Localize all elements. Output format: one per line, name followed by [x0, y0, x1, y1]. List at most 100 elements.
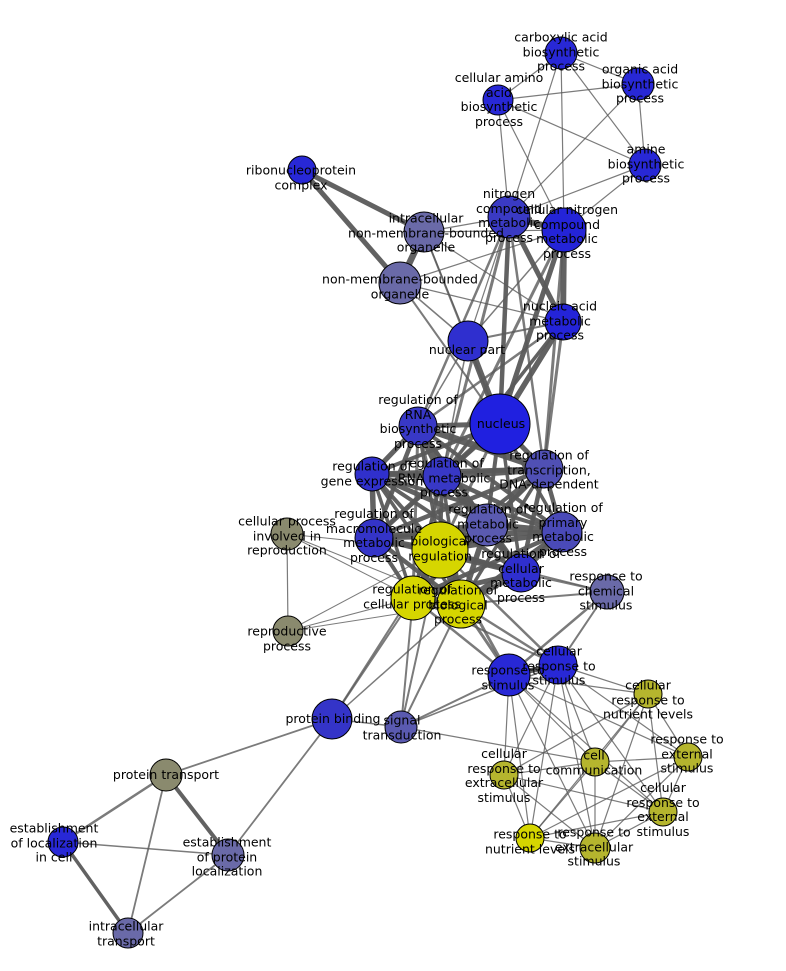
graph-node[interactable] [487, 195, 531, 239]
graph-node[interactable] [515, 823, 545, 853]
graph-node[interactable] [354, 518, 394, 558]
graph-node[interactable] [149, 758, 183, 792]
graph-edge [508, 674, 649, 695]
graph-node[interactable] [648, 797, 678, 827]
graph-edge [529, 811, 664, 839]
graph-node[interactable] [403, 211, 445, 253]
graph-edge [508, 674, 531, 839]
graph-edge [441, 340, 469, 477]
graph-edge [594, 756, 689, 763]
graph-node[interactable] [447, 320, 489, 362]
graph-node[interactable] [398, 406, 438, 446]
graph-node[interactable] [544, 36, 578, 70]
graph-node[interactable] [489, 760, 519, 790]
graph-edge [127, 854, 229, 934]
graph-edge [286, 533, 414, 599]
graph-edge [400, 726, 596, 763]
graph-edge [503, 774, 664, 813]
graph-node[interactable] [580, 747, 610, 777]
graph-edge [371, 466, 547, 541]
graph-node[interactable] [524, 449, 564, 489]
graph-edge [370, 472, 564, 534]
graph-edge [227, 718, 333, 856]
graph-node[interactable] [541, 207, 587, 253]
graph-node[interactable] [501, 553, 541, 593]
graph-edge [416, 320, 565, 428]
graph-edge [542, 228, 566, 471]
graph-node[interactable] [422, 456, 462, 496]
graph-edge [508, 164, 646, 218]
graph-edge [508, 674, 664, 813]
graph-node[interactable] [621, 67, 655, 101]
graph-node[interactable] [538, 645, 578, 685]
graph-edge [508, 83, 639, 218]
graph-edge [557, 664, 596, 849]
graph-node[interactable] [628, 148, 662, 182]
graph-node[interactable] [272, 615, 304, 647]
graph-edge [127, 774, 167, 934]
graph-node[interactable] [589, 574, 625, 610]
graph-edge [416, 424, 564, 534]
graph-node[interactable] [411, 521, 469, 579]
graph-node[interactable] [354, 456, 390, 492]
graph-node[interactable] [465, 503, 509, 547]
graph-node[interactable] [378, 261, 422, 305]
graph-edge [594, 693, 649, 849]
graph-edge [467, 229, 565, 342]
graph-edge [508, 674, 596, 849]
graph-edge [299, 167, 427, 235]
graph-edge [61, 773, 168, 844]
graph-edge [165, 718, 333, 776]
graph-node[interactable] [487, 653, 531, 697]
graph-edge [497, 99, 646, 166]
graph-node[interactable] [633, 679, 663, 709]
graph-node[interactable] [287, 155, 317, 185]
graph-edge [503, 761, 596, 776]
graph-edge [503, 774, 596, 849]
graph-edge [299, 167, 403, 286]
graph-node[interactable] [541, 511, 583, 553]
graph-node[interactable] [469, 393, 531, 455]
graph-edge [508, 674, 689, 758]
graph-node[interactable] [482, 84, 514, 116]
edge-layer [61, 52, 689, 935]
graph-edge [399, 229, 565, 284]
graph-edge [440, 228, 566, 478]
graph-edge [508, 52, 562, 218]
graph-edge [331, 603, 462, 720]
graph-node[interactable] [211, 838, 245, 872]
graph-node[interactable] [436, 579, 486, 629]
graph-node[interactable] [384, 710, 418, 744]
node-layer[interactable] [47, 36, 703, 949]
graph-edge [560, 52, 565, 231]
graph-edge [560, 52, 646, 166]
graph-edge [503, 693, 649, 776]
graph-edge [497, 83, 639, 101]
graph-edge [164, 773, 230, 857]
graph-edge [557, 664, 689, 758]
graph-edge [503, 664, 559, 776]
graph-node[interactable] [47, 826, 79, 858]
graph-node[interactable] [390, 575, 436, 621]
graph-node[interactable] [579, 832, 611, 864]
graph-edge [331, 549, 441, 720]
graph-edge [542, 320, 565, 471]
graph-edge [529, 756, 689, 839]
graph-edge [594, 756, 689, 849]
graph-edge [557, 664, 664, 813]
graph-edge [497, 99, 565, 231]
graph-edge [400, 549, 441, 728]
graph-node[interactable] [311, 698, 353, 740]
graph-node[interactable] [673, 742, 703, 772]
graph-edge [497, 214, 512, 427]
graph-edge [61, 840, 130, 935]
graph-node[interactable] [544, 303, 582, 341]
graph-node[interactable] [270, 517, 304, 551]
graph-node[interactable] [112, 917, 144, 949]
graph-edge [529, 761, 596, 839]
graph-edge [62, 841, 229, 856]
graph-edge [647, 693, 664, 813]
graph-edge [400, 664, 559, 728]
